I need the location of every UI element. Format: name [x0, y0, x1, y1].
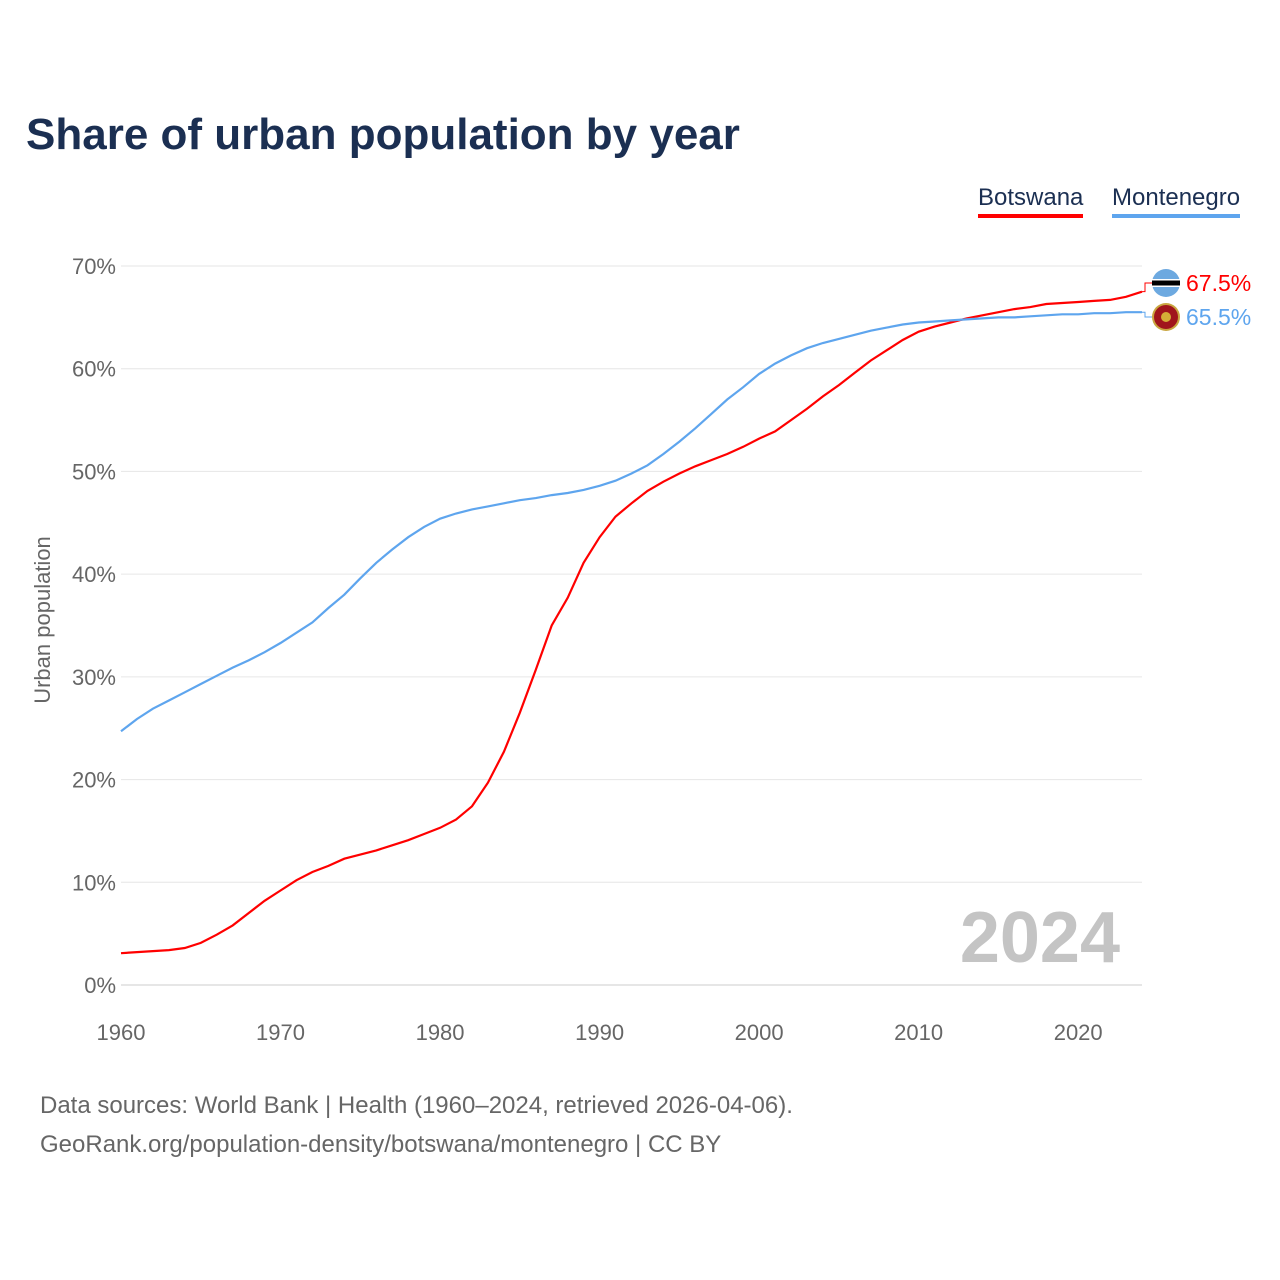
y-tick-label: 70%: [72, 254, 116, 279]
series-line-montenegro: [120, 311, 1142, 733]
x-tick-label: 1960: [97, 1020, 146, 1045]
connector-line: [1142, 282, 1152, 293]
year-watermark: 2024: [960, 898, 1120, 978]
legend-botswana[interactable]: Botswana: [978, 184, 1084, 218]
footer: Data sources: World Bank | Health (1960–…: [40, 1086, 793, 1164]
flag-emblem: [1161, 312, 1171, 322]
chart-title: Share of urban population by year: [26, 110, 740, 159]
y-tick-label: 30%: [72, 665, 116, 690]
legend-montenegro[interactable]: Montenegro: [1112, 184, 1241, 218]
x-tick-label: 1970: [256, 1020, 305, 1045]
y-tick-label: 60%: [72, 357, 116, 382]
flag-stripe: [1152, 280, 1180, 286]
x-tick-label: 2010: [894, 1020, 943, 1045]
series-line-botswana: [120, 290, 1143, 955]
y-tick-label: 40%: [72, 562, 116, 587]
x-tick-label: 2000: [735, 1020, 784, 1045]
data-source-text: Data sources: World Bank | Health (1960–…: [40, 1092, 793, 1119]
y-tick-label: 0%: [84, 973, 116, 998]
x-tick-label: 2020: [1054, 1020, 1103, 1045]
connector-line: [1142, 311, 1152, 318]
end-value-label: 67.5%: [1186, 270, 1251, 296]
x-tick-label: 1990: [575, 1020, 624, 1045]
y-tick-label: 10%: [72, 870, 116, 895]
y-tick-label: 50%: [72, 459, 116, 484]
source-link[interactable]: GeoRank.org/population-density/botswana/…: [40, 1131, 722, 1158]
y-axis-label: Urban population: [30, 536, 55, 704]
end-value-label: 65.5%: [1186, 304, 1251, 330]
y-tick-label: 20%: [72, 768, 116, 793]
x-tick-label: 1980: [416, 1020, 465, 1045]
